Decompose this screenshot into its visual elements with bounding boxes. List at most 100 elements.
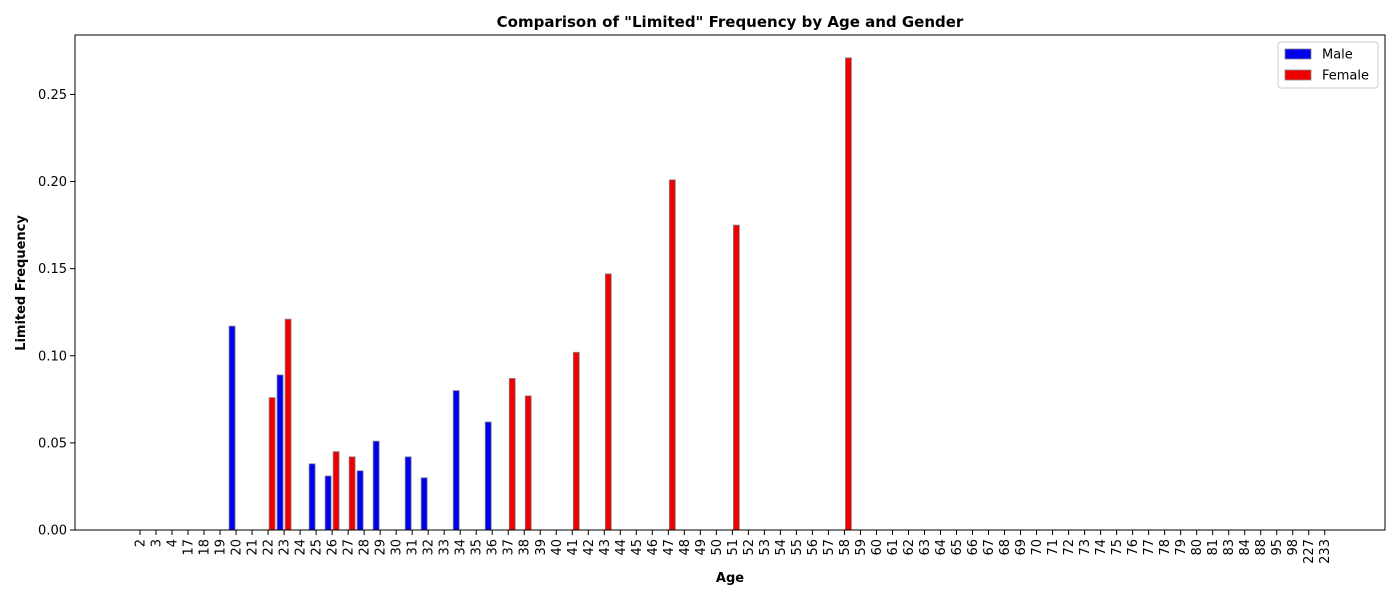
- x-tick-label: 50: [710, 539, 725, 556]
- x-tick-label: 42: [582, 539, 597, 556]
- y-tick-label: 0.15: [38, 262, 67, 277]
- x-tick-label: 19: [214, 539, 229, 556]
- x-tick-label: 98: [1286, 539, 1301, 556]
- bar-male-29: [372, 440, 380, 531]
- bar-female-26: [332, 451, 340, 531]
- x-tick-label: 61: [886, 539, 901, 556]
- x-tick-label: 4: [166, 539, 181, 547]
- x-tick-label: 51: [726, 539, 741, 556]
- x-tick-label: 88: [1254, 539, 1269, 556]
- bar-male-23: [276, 374, 284, 531]
- y-axis-label: Limited Frequency: [14, 215, 29, 351]
- x-tick-label: 48: [678, 539, 693, 556]
- x-tick-label: 41: [566, 539, 581, 556]
- x-tick-label: 54: [774, 539, 789, 556]
- x-tick-label: 76: [1126, 539, 1141, 556]
- x-tick-label: 233: [1318, 539, 1333, 564]
- x-tick-label: 77: [1142, 539, 1157, 556]
- legend-label-male: Male: [1322, 48, 1353, 63]
- x-tick-label: 3: [150, 539, 165, 547]
- x-tick-label: 64: [934, 539, 949, 556]
- x-tick-label: 60: [870, 539, 885, 556]
- legend-swatch-male: [1284, 48, 1312, 60]
- legend: Male Female: [1277, 41, 1379, 89]
- x-axis-ticks: 2 3 4 17 18 19 20 21 22 23 24 25 26 27 28 29 30 31 32 33 34 3…: [134, 530, 1333, 564]
- x-tick-label: 56: [806, 539, 821, 556]
- legend-label-female: Female: [1322, 69, 1369, 84]
- x-tick-label: 30: [390, 539, 405, 556]
- x-tick-label: 26: [326, 539, 341, 556]
- bar-male-32: [420, 477, 428, 531]
- x-tick-label: 33: [438, 539, 453, 556]
- x-tick-label: 37: [502, 539, 517, 556]
- x-tick-label: 28: [358, 539, 373, 556]
- x-tick-label: 20: [230, 539, 245, 556]
- x-tick-label: 70: [1030, 539, 1045, 556]
- bar-female-58: [845, 57, 852, 531]
- x-tick-label: 47: [662, 539, 677, 556]
- bar-female-47: [668, 179, 676, 531]
- x-tick-label: 95: [1270, 539, 1285, 556]
- y-tick-label: 0.25: [38, 88, 67, 103]
- bar-male-36: [484, 421, 492, 531]
- x-tick-label: 2: [134, 539, 149, 547]
- x-tick-label: 25: [310, 539, 325, 556]
- x-tick-label: 79: [1174, 539, 1189, 556]
- x-tick-label: 59: [854, 539, 869, 556]
- x-tick-label: 21: [246, 539, 261, 556]
- bar-female-41: [572, 351, 580, 531]
- x-tick-label: 27: [342, 539, 357, 556]
- x-tick-label: 23: [278, 539, 293, 556]
- x-tick-label: 29: [374, 539, 389, 556]
- x-tick-label: 81: [1206, 539, 1221, 556]
- legend-swatch-female: [1284, 69, 1312, 81]
- bar-female-22: [268, 397, 276, 531]
- x-tick-label: 83: [1222, 539, 1237, 556]
- y-tick-label: 0.10: [38, 349, 67, 364]
- x-tick-label: 75: [1110, 539, 1125, 556]
- x-tick-label: 227: [1302, 539, 1317, 564]
- bar-female-43: [604, 273, 612, 531]
- y-tick-label: 0.00: [38, 524, 67, 539]
- y-tick-label: 0.05: [38, 436, 67, 451]
- x-tick-label: 24: [294, 539, 309, 556]
- bar-male-26: [324, 475, 332, 531]
- x-tick-label: 49: [694, 539, 709, 556]
- x-tick-label: 38: [518, 539, 533, 556]
- x-axis-label: Age: [716, 571, 744, 586]
- y-axis-ticks: 0.00 0.05 0.10 0.15 0.20 0.25: [38, 88, 75, 539]
- bar-female-51: [732, 224, 740, 531]
- bar-male-31: [404, 456, 412, 531]
- x-tick-label: 36: [486, 539, 501, 556]
- x-tick-label: 17: [182, 539, 197, 556]
- x-tick-label: 18: [198, 539, 213, 556]
- bar-male-20: [228, 325, 236, 531]
- bar-male-28: [356, 470, 364, 531]
- x-tick-label: 22: [262, 539, 277, 556]
- x-tick-label: 68: [998, 539, 1013, 556]
- bar-female-23: [284, 318, 292, 531]
- x-tick-label: 63: [918, 539, 933, 556]
- x-tick-label: 32: [422, 539, 437, 556]
- x-tick-label: 80: [1190, 539, 1205, 556]
- plot-frame: [74, 34, 1386, 531]
- x-tick-label: 35: [470, 539, 485, 556]
- x-tick-label: 65: [950, 539, 965, 556]
- x-tick-label: 45: [630, 539, 645, 556]
- x-tick-label: 69: [1014, 539, 1029, 556]
- y-tick-label: 0.20: [38, 175, 67, 190]
- x-tick-label: 66: [966, 539, 981, 556]
- bar-female-27: [348, 456, 356, 531]
- x-tick-label: 58: [838, 539, 853, 556]
- x-tick-label: 71: [1046, 539, 1061, 556]
- x-tick-label: 52: [742, 539, 757, 556]
- x-tick-label: 39: [534, 539, 549, 556]
- x-tick-label: 40: [550, 539, 565, 556]
- x-tick-label: 55: [790, 539, 805, 556]
- x-tick-label: 72: [1062, 539, 1077, 556]
- x-tick-label: 62: [902, 539, 917, 556]
- x-tick-label: 43: [598, 539, 613, 556]
- x-tick-label: 44: [614, 539, 629, 556]
